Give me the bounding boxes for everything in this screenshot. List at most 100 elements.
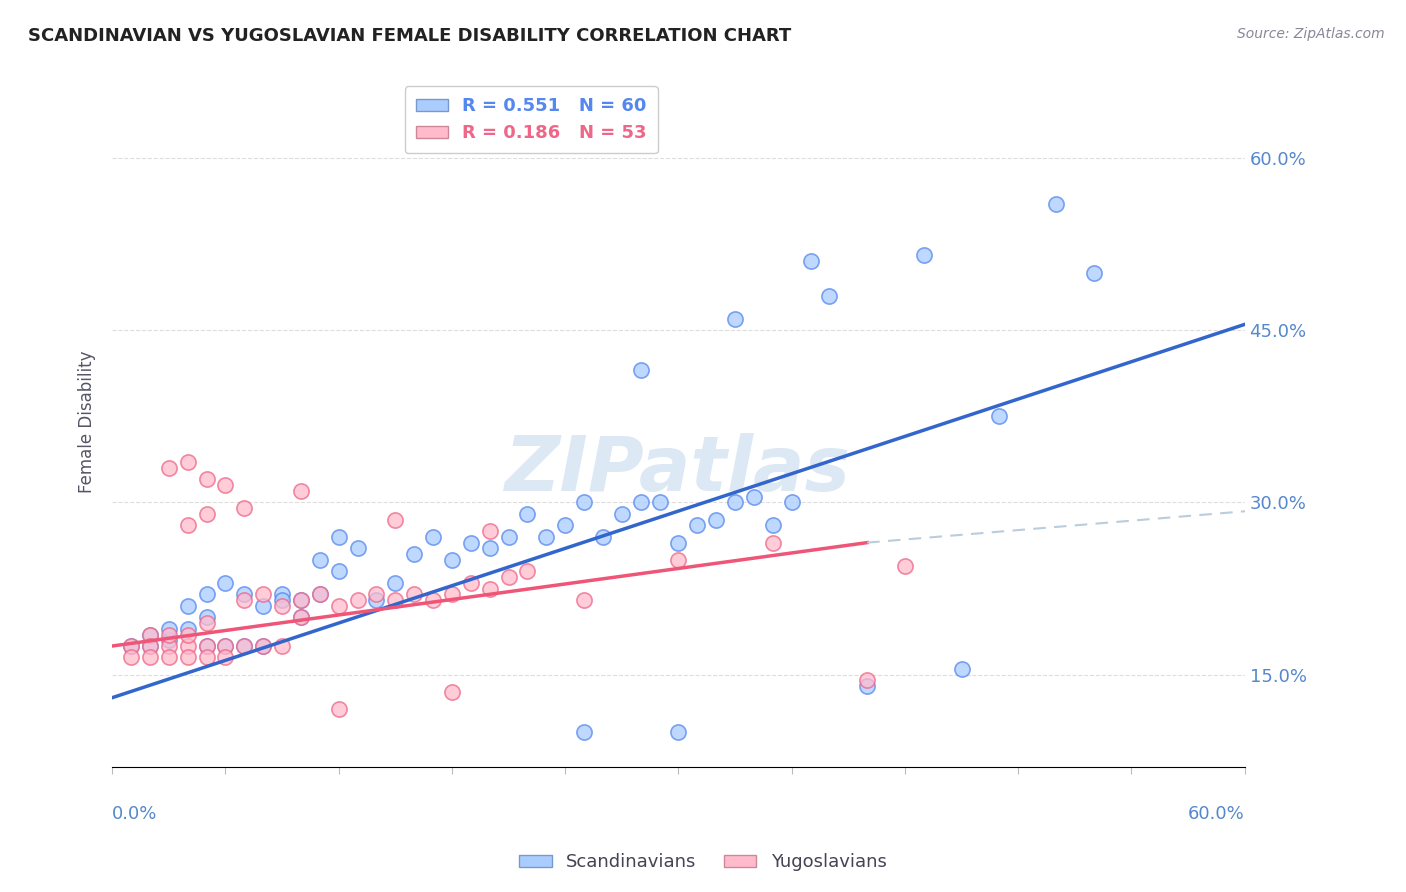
Point <box>271 593 294 607</box>
Point <box>686 518 709 533</box>
Point <box>252 587 274 601</box>
Point <box>912 248 935 262</box>
Point <box>195 639 218 653</box>
Text: 0.0%: 0.0% <box>112 805 157 823</box>
Point <box>157 633 180 648</box>
Point <box>157 627 180 641</box>
Legend: Scandinavians, Yugoslavians: Scandinavians, Yugoslavians <box>512 847 894 879</box>
Point <box>328 530 350 544</box>
Point <box>1045 196 1067 211</box>
Point <box>120 639 142 653</box>
Text: Source: ZipAtlas.com: Source: ZipAtlas.com <box>1237 27 1385 41</box>
Point <box>856 673 879 688</box>
Point <box>478 524 501 538</box>
Point <box>195 615 218 630</box>
Point <box>800 254 823 268</box>
Point <box>856 679 879 693</box>
Point <box>271 599 294 613</box>
Point <box>516 565 538 579</box>
Point <box>157 650 180 665</box>
Point <box>648 495 671 509</box>
Point <box>762 518 785 533</box>
Point <box>233 593 256 607</box>
Text: ZIPatlas: ZIPatlas <box>505 434 852 508</box>
Point <box>271 639 294 653</box>
Point <box>290 483 312 498</box>
Point <box>214 650 236 665</box>
Point <box>384 513 406 527</box>
Point <box>516 507 538 521</box>
Point <box>177 518 200 533</box>
Point <box>440 553 463 567</box>
Point <box>742 490 765 504</box>
Text: SCANDINAVIAN VS YUGOSLAVIAN FEMALE DISABILITY CORRELATION CHART: SCANDINAVIAN VS YUGOSLAVIAN FEMALE DISAB… <box>28 27 792 45</box>
Point <box>610 507 633 521</box>
Point <box>592 530 614 544</box>
Point <box>139 639 162 653</box>
Point <box>290 610 312 624</box>
Point <box>704 513 727 527</box>
Text: 60.0%: 60.0% <box>1188 805 1244 823</box>
Point <box>478 541 501 556</box>
Point <box>177 650 200 665</box>
Point <box>328 599 350 613</box>
Point <box>195 610 218 624</box>
Point <box>139 650 162 665</box>
Point <box>233 639 256 653</box>
Point <box>308 587 330 601</box>
Point <box>668 725 690 739</box>
Point <box>195 639 218 653</box>
Point <box>271 587 294 601</box>
Point <box>177 455 200 469</box>
Point <box>214 639 236 653</box>
Point <box>120 650 142 665</box>
Point <box>440 587 463 601</box>
Point <box>780 495 803 509</box>
Point <box>233 501 256 516</box>
Point <box>177 622 200 636</box>
Point <box>384 593 406 607</box>
Point <box>195 650 218 665</box>
Point <box>214 639 236 653</box>
Point <box>366 593 388 607</box>
Point <box>139 627 162 641</box>
Point <box>214 478 236 492</box>
Point <box>478 582 501 596</box>
Point <box>422 593 444 607</box>
Point <box>630 363 652 377</box>
Point <box>252 639 274 653</box>
Point <box>290 610 312 624</box>
Point <box>440 685 463 699</box>
Y-axis label: Female Disability: Female Disability <box>79 351 96 493</box>
Point <box>384 575 406 590</box>
Point <box>630 495 652 509</box>
Point <box>177 599 200 613</box>
Point <box>346 541 368 556</box>
Point <box>290 593 312 607</box>
Point <box>422 530 444 544</box>
Point <box>536 530 558 544</box>
Point <box>460 535 482 549</box>
Point <box>572 495 595 509</box>
Point <box>252 599 274 613</box>
Point <box>762 535 785 549</box>
Point <box>366 587 388 601</box>
Point <box>894 558 917 573</box>
Point <box>950 662 973 676</box>
Point <box>195 472 218 486</box>
Point <box>404 587 426 601</box>
Point <box>195 507 218 521</box>
Point <box>460 575 482 590</box>
Point <box>724 311 747 326</box>
Point <box>572 725 595 739</box>
Point <box>157 461 180 475</box>
Point <box>328 702 350 716</box>
Point <box>157 639 180 653</box>
Legend: R = 0.551   N = 60, R = 0.186   N = 53: R = 0.551 N = 60, R = 0.186 N = 53 <box>405 87 658 153</box>
Point <box>572 593 595 607</box>
Point <box>177 639 200 653</box>
Point <box>308 553 330 567</box>
Point <box>139 639 162 653</box>
Point <box>139 627 162 641</box>
Point <box>724 495 747 509</box>
